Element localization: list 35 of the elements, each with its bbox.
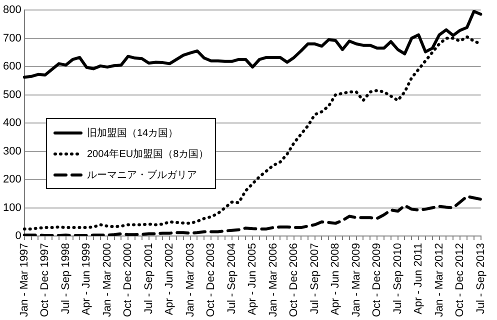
x-tick-label: Jan - Mar 2006: [267, 243, 280, 318]
x-tick-label: Apr - Jun 2011: [412, 243, 425, 314]
x-tick-label: Jan - Mar 2003: [184, 243, 196, 318]
x-tick-label: Apr - Jun 1999: [80, 243, 93, 316]
x-tick-label: Oct - Dec 2009: [371, 243, 384, 318]
x-tick-label: Jul - Sep 2010: [392, 243, 404, 314]
x-tick-label: Apr - Jun 2002: [164, 243, 176, 316]
x-tick-label: Oct - Dec 1997: [39, 243, 52, 318]
y-tick-label: 300: [2, 145, 22, 158]
x-tick-label: Jan - Mar 2000: [101, 243, 114, 318]
y-tick-label: 100: [2, 202, 22, 214]
x-tick-label: Oct - Dec 2012: [454, 243, 466, 318]
x-tick-label: Apr - Jun 2008: [330, 243, 342, 316]
x-tick-label: Jul - Sep 2004: [226, 243, 238, 314]
x-tick-label: Jul - Sep 2013: [474, 243, 487, 314]
x-tick-label: Jan - Mar 1997: [18, 243, 30, 318]
y-tick-label: 200: [2, 174, 22, 186]
x-tick-label: Oct - Dec 2006: [288, 243, 300, 318]
x-tick-label: Jan - Mar 2009: [350, 243, 362, 318]
y-tick-label: 800: [2, 4, 22, 16]
y-tick-label: 600: [2, 60, 22, 73]
x-tick-label: Apr - Jun 2005: [246, 243, 259, 316]
y-tick-label: 500: [2, 88, 22, 101]
legend-label: 2004年EU加盟国（8カ国）: [87, 148, 209, 160]
legend-label: 旧加盟国（14カ国）: [87, 126, 178, 140]
x-tick-label: Jul - Sep 2001: [142, 243, 155, 314]
y-tick-label: 400: [2, 117, 22, 130]
y-tick-label: 700: [2, 32, 22, 44]
y-tick-label: 0: [15, 230, 22, 242]
x-tick-label: Jul - Sep 1998: [60, 243, 72, 314]
legend-label: ルーマニア・ブルガリア: [87, 168, 197, 182]
x-tick-label: Oct - Dec 2003: [205, 243, 218, 318]
x-tick-label: Oct - Dec 2000: [122, 243, 134, 318]
x-tick-label: Jan - Mar 2012: [433, 243, 446, 318]
x-tick-label: Jul - Sep 2007: [308, 243, 321, 314]
